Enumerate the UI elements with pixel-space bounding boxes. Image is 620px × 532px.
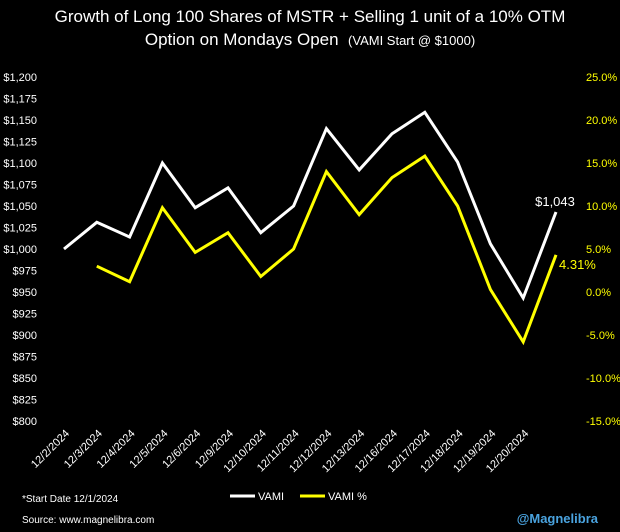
y-left-tick-label: $800 — [13, 416, 37, 428]
y-left-tick-label: $1,200 — [3, 72, 37, 84]
y-right-tick-label: -10.0% — [586, 373, 620, 385]
y-left-tick-label: $1,000 — [3, 244, 37, 256]
end-label-vami: $1,043 — [535, 194, 575, 209]
y-left-tick-label: $1,125 — [3, 137, 37, 149]
y-right-tick-label: -15.0% — [586, 416, 620, 428]
y-left-tick-label: $1,175 — [3, 94, 37, 106]
y-right-tick-label: 20.0% — [586, 115, 617, 127]
series-layer — [63, 110, 558, 346]
series-line-vami — [63, 110, 558, 302]
y-left-tick-label: $1,100 — [3, 158, 37, 170]
y-right-tick-label: 25.0% — [586, 72, 617, 84]
chart-title-note: (VAMI Start @ $1000) — [348, 33, 475, 48]
y-left-tick-label: $875 — [13, 352, 37, 364]
y-right-tick-label: 15.0% — [586, 158, 617, 170]
footer-source: Source: www.magnelibra.com — [22, 515, 154, 526]
chart-title-main: Option on Mondays Open — [145, 30, 339, 49]
y-right-tick-label: 5.0% — [586, 244, 611, 256]
y-left-tick-label: $825 — [13, 395, 37, 407]
y-left-tick-label: $975 — [13, 266, 37, 278]
y-left-tick-label: $1,050 — [3, 201, 37, 213]
end-label-pct: 4.31% — [559, 257, 596, 272]
y-left-tick-label: $925 — [13, 309, 37, 321]
y-axis-right: -15.0% -10.0% -5.0% 0.0% 5.0% 10.0% 15.0% 20.0%… — [586, 72, 620, 428]
chart-title-line2: Option on Mondays Open (VAMI Start @ $10… — [145, 30, 475, 49]
x-axis: 12/2/202412/3/202412/4/202412/5/202412/6… — [29, 428, 531, 475]
y-left-tick-label: $1,075 — [3, 180, 37, 192]
series-line-vami-pct — [96, 154, 558, 346]
footer-handle: @Magnelibra — [517, 511, 599, 526]
y-left-tick-label: $950 — [13, 287, 37, 299]
y-right-tick-label: 0.0% — [586, 287, 611, 299]
y-left-tick-label: $900 — [13, 330, 37, 342]
y-left-tick-label: $850 — [13, 373, 37, 385]
footer-start-date: *Start Date 12/1/2024 — [22, 494, 119, 505]
y-left-tick-label: $1,150 — [3, 115, 37, 127]
y-right-tick-label: 10.0% — [586, 201, 617, 213]
legend: VAMI VAMI % — [230, 491, 367, 503]
legend-label-vami: VAMI — [258, 491, 284, 503]
y-left-tick-label: $1,025 — [3, 223, 37, 235]
legend-label-pct: VAMI % — [328, 491, 367, 503]
chart-title-line1: Growth of Long 100 Shares of MSTR + Sell… — [55, 7, 566, 26]
y-axis-left: $800 $825 $850 $875 $900 $925 $950 $975 $1,000 $1… — [3, 72, 37, 428]
y-right-tick-label: -5.0% — [586, 330, 615, 342]
